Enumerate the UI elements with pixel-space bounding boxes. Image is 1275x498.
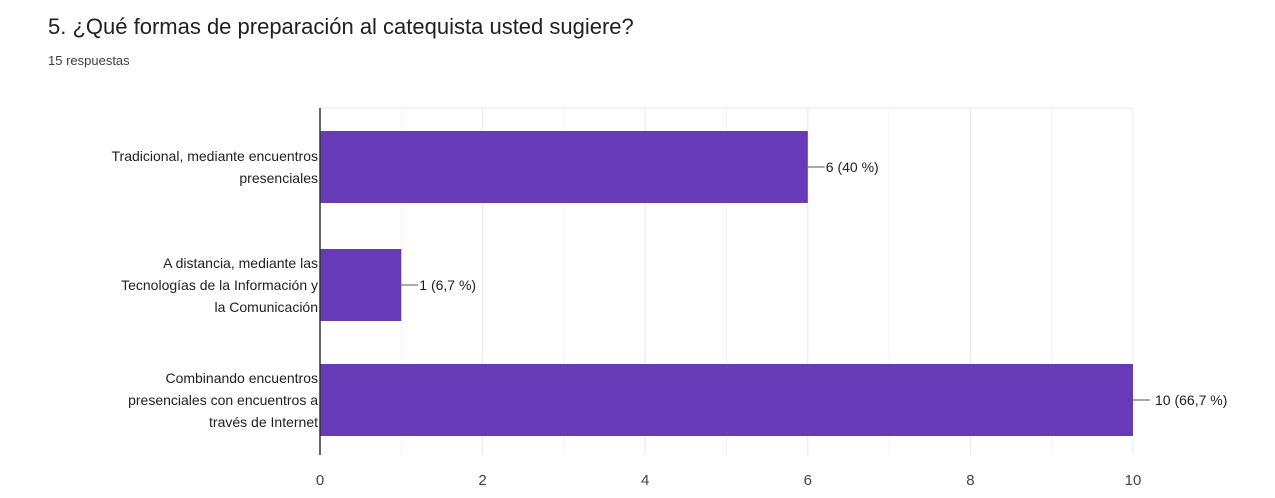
category-label-2: Combinando encuentros presenciales con en… <box>128 370 318 430</box>
bar-0 <box>320 131 808 203</box>
x-tick-label-2: 4 <box>641 472 649 489</box>
question-title: 5. ¿Qué formas de preparación al catequi… <box>48 14 634 39</box>
bar-2 <box>320 364 1133 436</box>
category-label-1-line-1: Tecnologías de la Información y <box>121 277 318 293</box>
x-tick-label-1: 2 <box>478 472 486 489</box>
category-label-1-line-0: A distancia, mediante las <box>163 255 318 271</box>
x-tick-label-5: 10 <box>1125 472 1142 489</box>
category-label-0-line-1: presenciales <box>239 170 318 186</box>
response-count: 15 respuestas <box>48 53 130 68</box>
x-tick-label-4: 8 <box>966 472 974 489</box>
category-label-2-line-1: presenciales con encuentros a <box>128 392 318 408</box>
value-label-0: 6 (40 %) <box>826 159 879 175</box>
category-label-0-line-0: Tradicional, mediante encuentros <box>112 148 319 164</box>
category-label-1-line-2: la Comunicación <box>215 299 319 315</box>
value-label-2: 10 (66,7 %) <box>1155 392 1227 408</box>
x-tick-label-0: 0 <box>316 472 324 489</box>
category-label-2-line-0: Combinando encuentros <box>165 370 318 386</box>
value-label-1: 1 (6,7 %) <box>419 277 476 293</box>
x-tick-label-3: 6 <box>804 472 812 489</box>
category-label-2-line-2: través de Internet <box>209 414 318 430</box>
category-label-1: A distancia, mediante las Tecnologías de … <box>121 255 318 315</box>
category-label-0: Tradicional, mediante encuentros presenci… <box>112 148 319 186</box>
bar-1 <box>320 249 402 321</box>
